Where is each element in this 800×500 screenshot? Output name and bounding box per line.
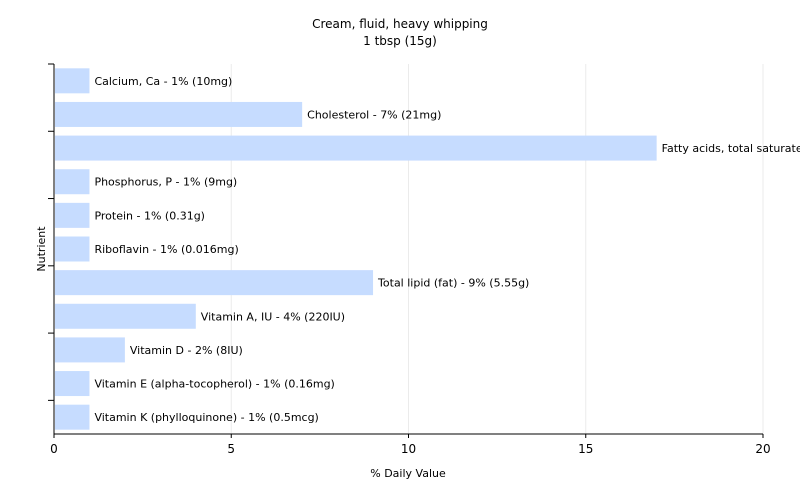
bar-data-label: Vitamin K (phylloquinone) - 1% (0.5mcg) [94,411,318,424]
x-tick-label: 10 [401,442,416,456]
bar-data-label: Vitamin A, IU - 4% (220IU) [201,310,345,323]
bar-data-label: Fatty acids, total saturated - 17% (3.45… [662,142,800,155]
bar [55,101,303,127]
y-axis-label: Nutrient [35,226,48,272]
bar [55,371,90,397]
bar [55,337,125,363]
x-tick-label: 15 [578,442,593,456]
bar-data-label: Vitamin E (alpha-tocopherol) - 1% (0.16m… [94,378,334,391]
x-tick-label: 20 [755,442,770,456]
bar-data-label: Vitamin D - 2% (8IU) [130,344,243,357]
bar [55,404,90,430]
bar [55,169,90,195]
x-tick-label: 0 [50,442,58,456]
bar [55,303,196,329]
bar-data-label: Riboflavin - 1% (0.016mg) [94,243,238,256]
bar-data-label: Calcium, Ca - 1% (10mg) [94,75,232,88]
bar [55,202,90,228]
chart-title: Cream, fluid, heavy whipping [312,17,488,31]
axes: 0 5 10 15 20 [48,63,771,456]
bar-data-label: Protein - 1% (0.31g) [94,209,205,222]
x-axis-label: % Daily Value [370,467,446,480]
bar [55,236,90,262]
bar-data-label: Total lipid (fat) - 9% (5.55g) [377,277,529,290]
x-tick-label: 5 [227,442,235,456]
chart-subtitle: 1 tbsp (15g) [363,34,437,48]
bar-data-label: Phosphorus, P - 1% (9mg) [94,176,237,189]
bars: Calcium, Ca - 1% (10mg) Cholesterol - 7% … [55,68,800,430]
bar [55,135,657,161]
grid-lines [230,64,764,434]
bar [55,68,90,94]
bar [55,270,374,296]
bar-data-label: Cholesterol - 7% (21mg) [307,108,441,121]
